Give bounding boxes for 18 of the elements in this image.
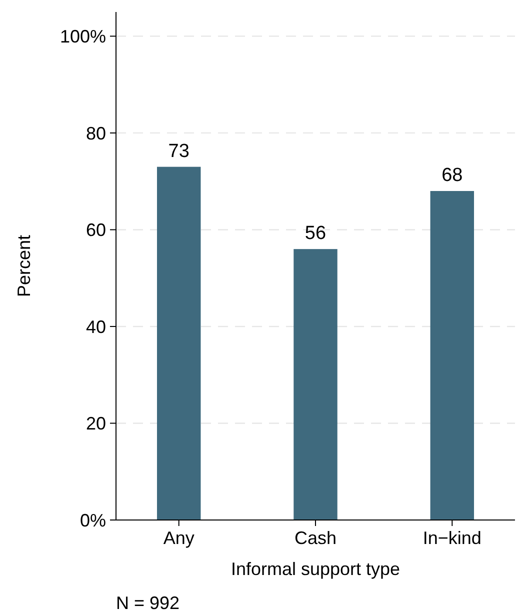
- y-tick-label: 0%: [80, 510, 106, 530]
- y-axis-title: Percent: [14, 234, 34, 298]
- y-tick-label: 100%: [60, 26, 106, 46]
- data-label: 56: [304, 223, 326, 244]
- x-axis-title: Informal support type: [230, 559, 400, 579]
- x-tick-label: Cash: [294, 528, 337, 548]
- bar: [156, 166, 201, 520]
- x-tick-label: Any: [163, 528, 194, 548]
- data-label: 68: [442, 165, 463, 186]
- text: N = 992: [116, 593, 180, 613]
- y-tick-label: 20: [86, 414, 106, 434]
- bar: [430, 191, 474, 520]
- y-tick-label: 60: [86, 220, 106, 240]
- y-tick-label: 80: [86, 123, 106, 144]
- x-tick-label: In−kind: [422, 528, 482, 548]
- bar: [294, 249, 338, 520]
- data-label: 73: [168, 140, 190, 162]
- y-tick-label: 40: [86, 316, 106, 337]
